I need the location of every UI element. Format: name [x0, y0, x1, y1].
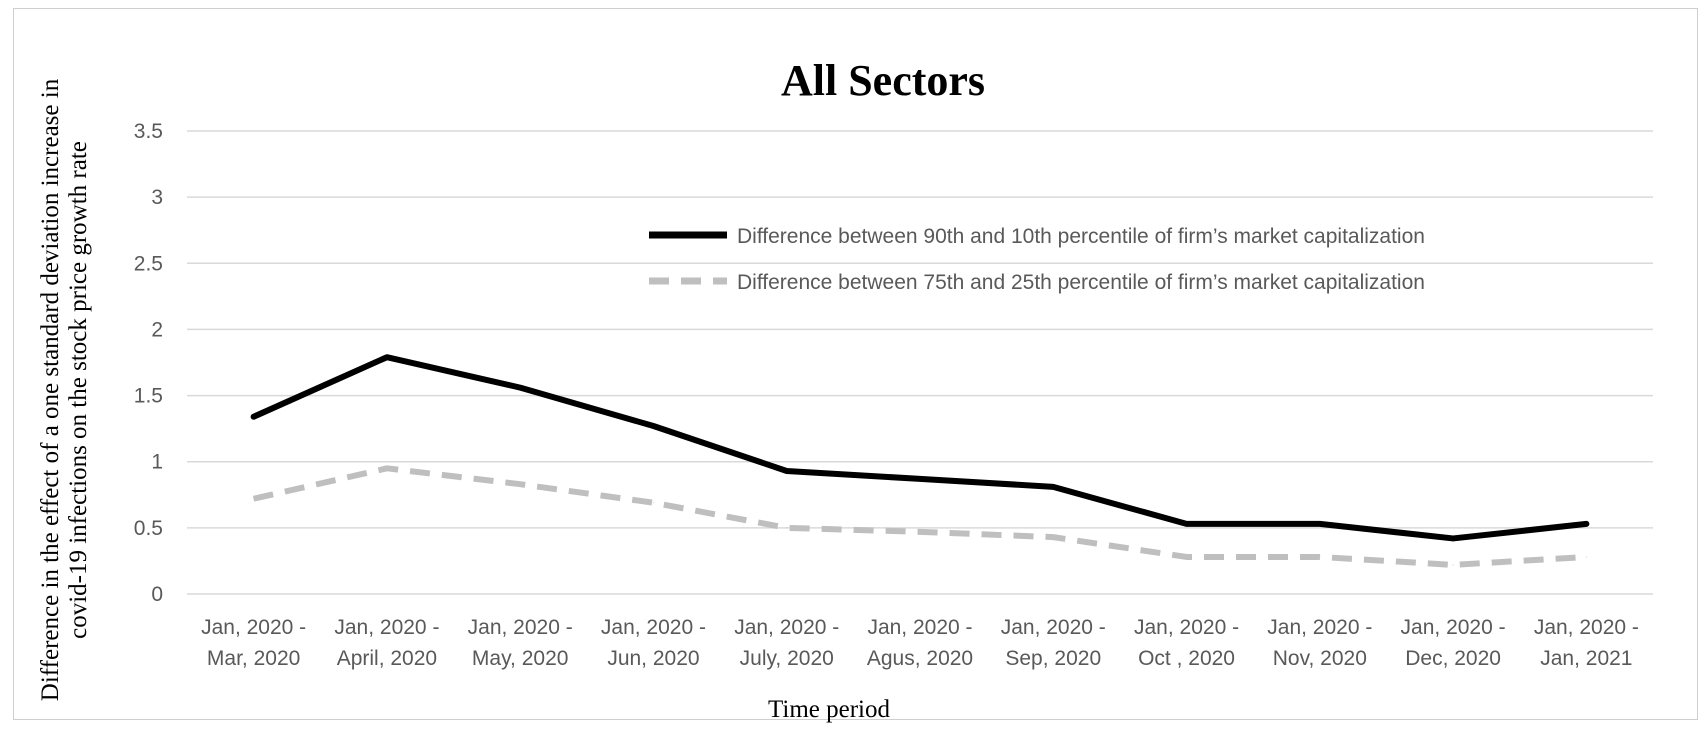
y-tick-label: 3.5 [134, 120, 163, 143]
x-tick-label-line: Jan, 2020 - [867, 616, 972, 639]
x-tick-label-line: Sep, 2020 [1005, 647, 1101, 670]
x-tick-label-line: Jun, 2020 [607, 647, 699, 670]
x-tick-label-line: Nov, 2020 [1273, 647, 1367, 670]
x-tick-label: Jan, 2020 - April, 2020 [334, 616, 439, 670]
series-2-point [386, 467, 388, 469]
y-tick-label: 3 [151, 186, 163, 209]
x-tick-label: Jan, 2020 - Oct , 2020 [1134, 616, 1239, 670]
x-tick-label-line: May, 2020 [472, 647, 569, 670]
x-tick-label-line: Dec, 2020 [1405, 647, 1501, 670]
chart-title: All Sectors [781, 56, 985, 105]
y-tick-label: 0.5 [134, 517, 163, 540]
series-2-point [1585, 556, 1587, 558]
y-tick-labels: 0 0.5 1 1.5 2 2.5 3 3.5 [134, 120, 163, 606]
y-tick-label: 1.5 [134, 385, 163, 408]
y-tick-label: 1 [151, 451, 163, 474]
x-tick-label: Jan, 2020 - Nov, 2020 [1267, 616, 1372, 670]
series-2-point [1319, 556, 1321, 558]
y-tick-label: 2 [151, 318, 163, 341]
x-tick-label-line: Jan, 2020 - [334, 616, 439, 639]
legend-label-series-2: Difference between 75th and 25th percent… [737, 271, 1425, 294]
x-tick-label: Jan, 2020 - Agus, 2020 [867, 616, 973, 670]
chart-frame [13, 8, 1698, 720]
x-tick-label-line: Jan, 2020 - [201, 616, 306, 639]
legend-label-series-1: Difference between 90th and 10th percent… [737, 225, 1425, 248]
series-2-point [652, 502, 654, 504]
y-tick-label: 0 [151, 583, 163, 606]
y-axis-label: Difference in the effect of a one standa… [37, 78, 92, 701]
x-tick-label: Jan, 2020 - July, 2020 [734, 616, 839, 670]
series-2-point [1452, 564, 1454, 566]
series-2-point [1186, 556, 1188, 558]
x-axis-label: Time period [768, 696, 890, 723]
series-2-point [1052, 536, 1054, 538]
x-tick-label: Jan, 2020 - Sep, 2020 [1001, 616, 1106, 670]
x-tick-label-line: Jan, 2020 - [1001, 616, 1106, 639]
y-axis-label-line-2: covid-19 infections on the stock price g… [65, 141, 92, 639]
grid [187, 130, 1653, 595]
x-tick-label: Jan, 2020 - Jan, 2021 [1534, 616, 1639, 670]
legend: Difference between 90th and 10th percent… [649, 225, 1425, 294]
x-tick-label-line: July, 2020 [740, 647, 834, 670]
x-tick-label: Jan, 2020 - Mar, 2020 [201, 616, 306, 670]
series-2-point [919, 531, 921, 533]
x-tick-label: Jan, 2020 - May, 2020 [468, 616, 573, 670]
x-tick-label-line: Mar, 2020 [207, 647, 300, 670]
x-tick-label-line: Jan, 2020 - [1534, 616, 1639, 639]
x-tick-label-line: Jan, 2021 [1540, 647, 1632, 670]
series-line-2 [252, 465, 1587, 568]
x-tick-label-line: Jan, 2020 - [1267, 616, 1372, 639]
series-2-point [786, 527, 788, 529]
series-2-point [519, 483, 521, 485]
x-tick-label: Jan, 2020 - Dec, 2020 [1401, 616, 1506, 670]
x-tick-label-line: Jan, 2020 - [734, 616, 839, 639]
x-tick-label-line: Jan, 2020 - [1134, 616, 1239, 639]
series-line-1 [250, 354, 1590, 542]
y-axis-label-line-1: Difference in the effect of a one standa… [37, 78, 64, 701]
y-tick-label: 2.5 [134, 252, 163, 275]
x-tick-label-line: Jan, 2020 - [1401, 616, 1506, 639]
x-tick-label: Jan, 2020 - Jun, 2020 [601, 616, 706, 670]
x-tick-label-line: Jan, 2020 - [601, 616, 706, 639]
series-lines [250, 354, 1590, 568]
x-tick-label-line: April, 2020 [337, 647, 437, 670]
x-tick-label-line: Oct , 2020 [1138, 647, 1235, 670]
x-tick-label-line: Jan, 2020 - [468, 616, 573, 639]
x-tick-label-line: Agus, 2020 [867, 647, 973, 670]
series-2-point [253, 498, 255, 500]
x-tick-labels: Jan, 2020 - Mar, 2020 Jan, 2020 - April, 20… [201, 616, 1639, 670]
